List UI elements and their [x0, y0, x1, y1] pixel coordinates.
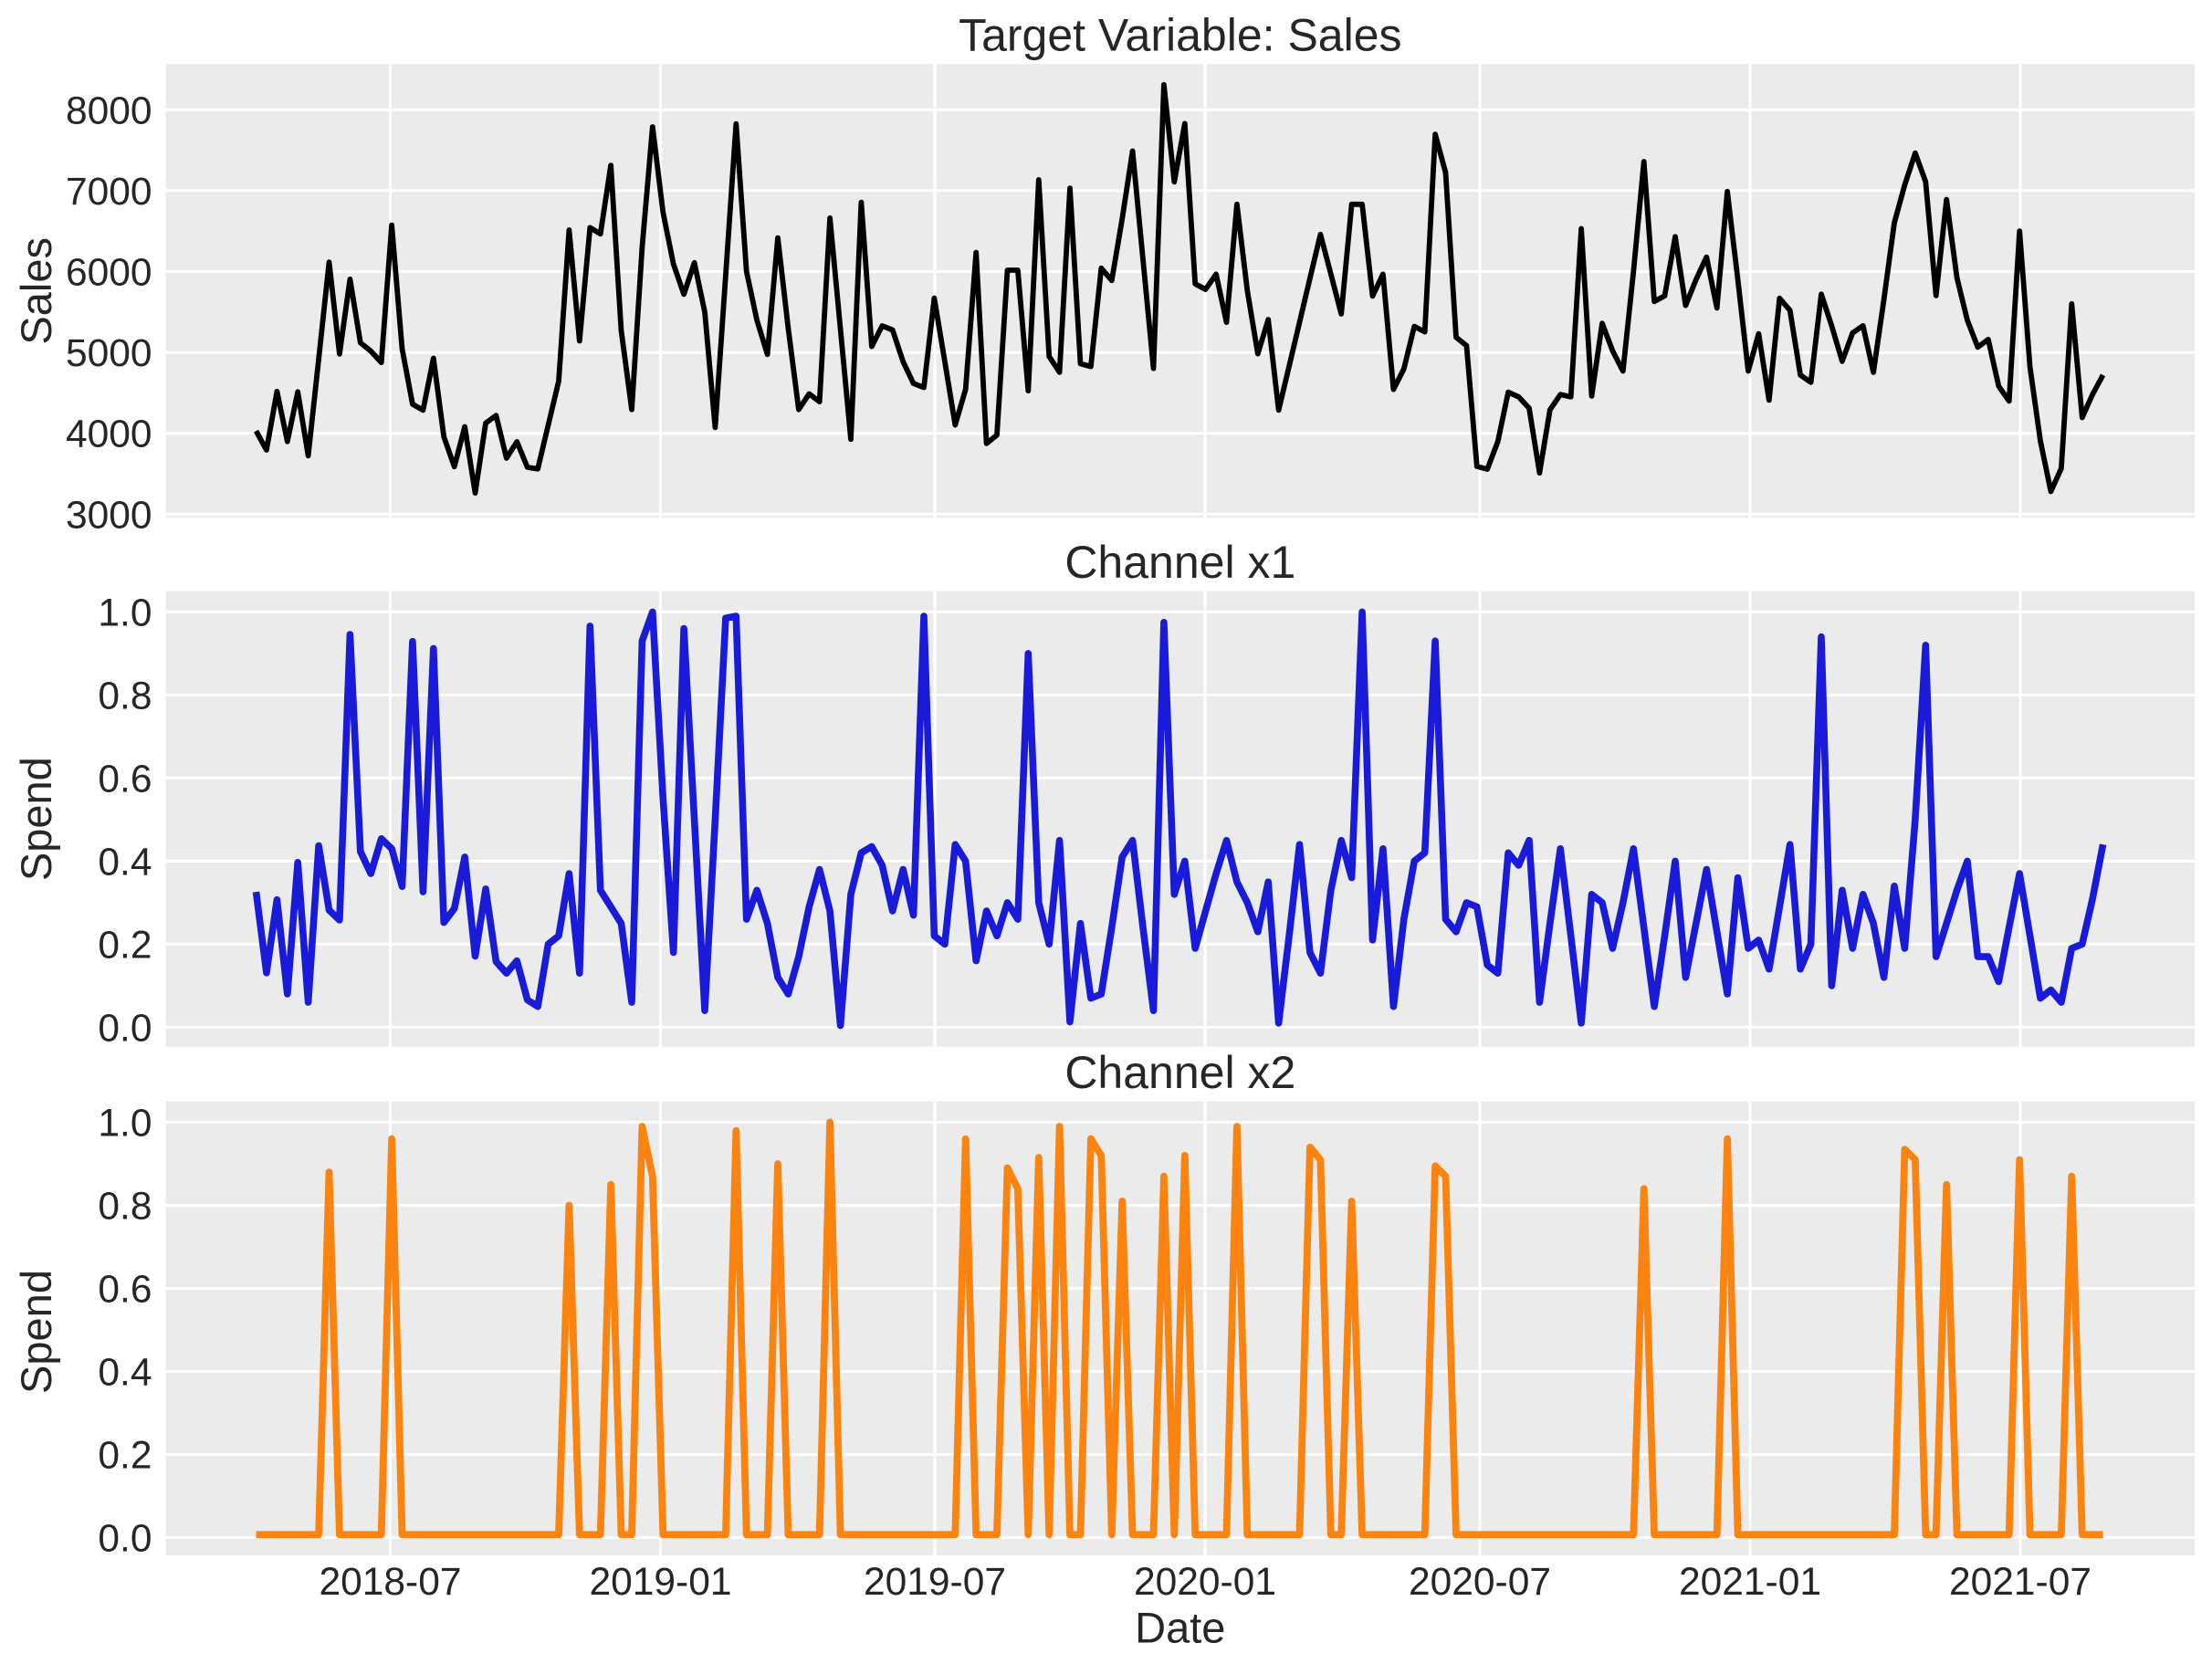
svg-text:0.8: 0.8	[98, 675, 152, 717]
svg-text:5000: 5000	[66, 332, 152, 375]
svg-text:Sales: Sales	[12, 237, 60, 345]
svg-text:1.0: 1.0	[98, 1103, 152, 1146]
svg-text:0.2: 0.2	[98, 1435, 152, 1478]
svg-text:6000: 6000	[66, 252, 152, 295]
svg-text:Date: Date	[1135, 1604, 1225, 1652]
svg-text:Channel x1: Channel x1	[1064, 537, 1295, 588]
svg-text:0.8: 0.8	[98, 1186, 152, 1229]
svg-text:2020-07: 2020-07	[1409, 1561, 1551, 1604]
svg-text:2020-01: 2020-01	[1134, 1561, 1276, 1604]
svg-text:0.4: 0.4	[98, 841, 152, 884]
svg-text:Target Variable: Sales: Target Variable: Sales	[959, 9, 1401, 60]
svg-text:0.0: 0.0	[98, 1518, 152, 1561]
svg-text:0.4: 0.4	[98, 1352, 152, 1395]
svg-text:2019-01: 2019-01	[590, 1561, 732, 1604]
svg-text:0.6: 0.6	[98, 758, 152, 801]
svg-text:Spend: Spend	[12, 1270, 60, 1394]
svg-text:1.0: 1.0	[98, 591, 152, 634]
svg-text:0.0: 0.0	[98, 1007, 152, 1050]
svg-text:Spend: Spend	[12, 757, 60, 881]
svg-text:4000: 4000	[66, 413, 152, 456]
svg-text:2018-07: 2018-07	[320, 1561, 462, 1604]
svg-text:Channel x2: Channel x2	[1064, 1047, 1295, 1098]
svg-text:0.2: 0.2	[98, 924, 152, 967]
svg-text:2021-07: 2021-07	[1949, 1561, 2091, 1604]
svg-text:3000: 3000	[66, 494, 152, 537]
svg-text:2019-07: 2019-07	[864, 1561, 1006, 1604]
svg-text:2021-01: 2021-01	[1679, 1561, 1821, 1604]
svg-text:7000: 7000	[66, 171, 152, 214]
svg-text:0.6: 0.6	[98, 1269, 152, 1312]
svg-text:8000: 8000	[66, 89, 152, 132]
